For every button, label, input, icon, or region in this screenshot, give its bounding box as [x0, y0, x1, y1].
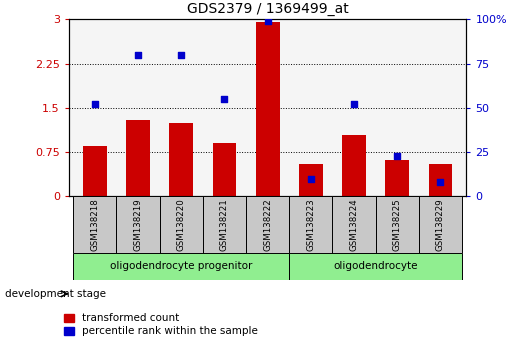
Bar	[256, 22, 279, 196]
FancyBboxPatch shape	[203, 196, 246, 253]
Point	[220, 96, 228, 102]
Text: GSM138223: GSM138223	[306, 198, 315, 251]
FancyBboxPatch shape	[73, 196, 117, 253]
FancyBboxPatch shape	[73, 253, 289, 280]
Text: development stage: development stage	[5, 289, 107, 299]
Bar	[299, 164, 323, 196]
Text: GSM138222: GSM138222	[263, 198, 272, 251]
FancyBboxPatch shape	[289, 253, 462, 280]
Text: GSM138225: GSM138225	[393, 198, 402, 251]
Point	[91, 102, 99, 107]
FancyBboxPatch shape	[376, 196, 419, 253]
Point	[307, 176, 315, 182]
Text: oligodendrocyte: oligodendrocyte	[333, 261, 418, 272]
Point	[393, 153, 402, 159]
Text: GSM138220: GSM138220	[176, 198, 186, 251]
Bar	[213, 143, 236, 196]
Text: GSM138224: GSM138224	[350, 198, 359, 251]
FancyBboxPatch shape	[246, 196, 289, 253]
Point	[263, 18, 272, 24]
Bar	[429, 164, 453, 196]
Text: oligodendrocyte progenitor: oligodendrocyte progenitor	[110, 261, 252, 272]
FancyBboxPatch shape	[332, 196, 376, 253]
Text: GSM138219: GSM138219	[134, 199, 143, 251]
Point	[177, 52, 186, 58]
Text: GSM138218: GSM138218	[90, 198, 99, 251]
Title: GDS2379 / 1369499_at: GDS2379 / 1369499_at	[187, 2, 349, 16]
FancyBboxPatch shape	[117, 196, 160, 253]
Text: GSM138221: GSM138221	[220, 198, 229, 251]
FancyBboxPatch shape	[160, 196, 203, 253]
Bar	[83, 146, 107, 196]
Bar	[385, 160, 409, 196]
Legend: transformed count, percentile rank within the sample: transformed count, percentile rank withi…	[64, 313, 258, 336]
Bar	[170, 123, 193, 196]
FancyBboxPatch shape	[289, 196, 332, 253]
Bar	[126, 120, 150, 196]
Point	[436, 179, 445, 185]
Point	[134, 52, 142, 58]
Text: GSM138229: GSM138229	[436, 199, 445, 251]
Bar	[342, 135, 366, 196]
FancyBboxPatch shape	[419, 196, 462, 253]
Point	[350, 102, 358, 107]
